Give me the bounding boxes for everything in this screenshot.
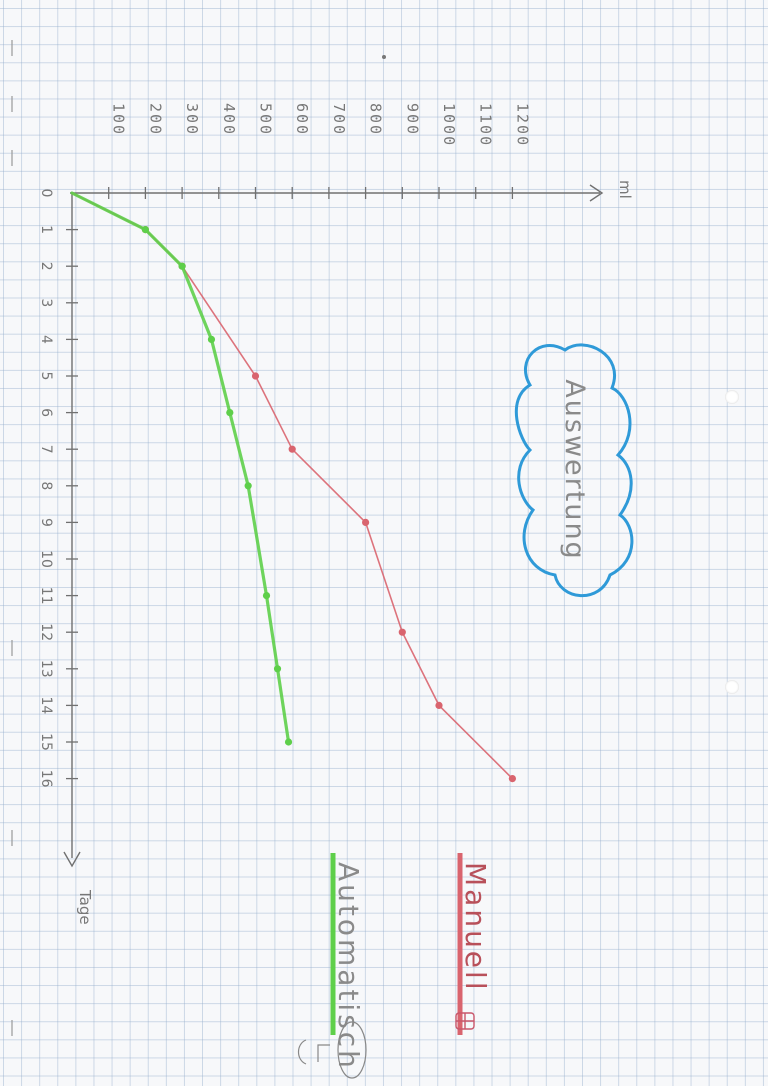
- x-tick-label-15: 15: [38, 733, 54, 751]
- x-tick-label-5: 5: [38, 372, 54, 381]
- legend-label-manuell: Manuell: [459, 862, 492, 993]
- value-ticks: 100 200 300 400 500 600 700 800 900 1000 1100 1200: [108, 103, 531, 199]
- title-cloud: Auswertung: [514, 343, 634, 598]
- y-tick-label-1200: 1200: [513, 103, 531, 147]
- point-manuell-16: [508, 775, 516, 783]
- series-line-manuell: [71, 192, 514, 780]
- y-tick-label-700: 700: [330, 103, 348, 136]
- point-automatisch-15: [284, 738, 293, 746]
- point-automatisch-11: [262, 592, 271, 600]
- point-manuell-12: [398, 628, 406, 636]
- x-tick-label-0: 0: [38, 189, 54, 198]
- y-tick-label-600: 600: [293, 103, 311, 136]
- x-tick-label-6: 6: [38, 408, 54, 417]
- point-automatisch-1: [141, 226, 149, 234]
- pump-sketch-icon: [297, 1021, 367, 1079]
- series-layer: [70, 191, 516, 783]
- x-tick-label-7: 7: [38, 445, 54, 454]
- x-tick-label-13: 13: [38, 660, 54, 678]
- x-tick-label-8: 8: [38, 481, 54, 490]
- x-tick-label-16: 16: [38, 770, 54, 788]
- x-tick-label-4: 4: [38, 335, 54, 344]
- point-automatisch-4: [207, 335, 216, 343]
- binder-hole-middle: [725, 680, 739, 694]
- y-tick-label-200: 200: [146, 103, 164, 136]
- point-automatisch-8: [244, 482, 252, 490]
- y-tick-label-500: 500: [257, 103, 275, 136]
- point-automatisch-6: [226, 409, 234, 417]
- point-manuell-7: [288, 445, 296, 453]
- hand-sketch-icon: [455, 1012, 475, 1030]
- y-tick-label-900: 900: [403, 103, 421, 136]
- point-automatisch-13: [273, 665, 282, 673]
- y-axis-arrow: [63, 851, 81, 868]
- y-tick-label-300: 300: [183, 103, 201, 136]
- x-tick-label-10: 10: [38, 550, 54, 568]
- binder-hole-top: [725, 390, 739, 404]
- y-axis-label: ml: [616, 180, 634, 199]
- y-tick-label-400: 400: [220, 103, 238, 136]
- x-tick-label-9: 9: [38, 518, 54, 527]
- y-tick-label-1100: 1100: [477, 103, 495, 147]
- x-tick-label-14: 14: [38, 696, 54, 714]
- cloud-shape: [514, 343, 634, 598]
- point-manuell-5: [251, 372, 260, 380]
- x-axis-arrow: [589, 184, 604, 202]
- series-line-automatisch: [70, 191, 291, 744]
- x-axis-label: Tage: [76, 889, 94, 925]
- x-tick-label-1: 1: [38, 225, 54, 234]
- legend: Manuell Automatisch: [297, 853, 492, 1079]
- x-tick-label-12: 12: [38, 623, 54, 641]
- x-tick-label-11: 11: [38, 587, 54, 605]
- point-manuell-14: [435, 701, 443, 710]
- y-tick-label-800: 800: [367, 103, 385, 136]
- chart-title: Auswertung: [559, 379, 590, 560]
- axes: [63, 184, 604, 868]
- point-automatisch-2: [178, 262, 186, 270]
- x-tick-label-2: 2: [38, 262, 54, 271]
- y-tick-label-1000: 1000: [440, 103, 458, 147]
- legend-label-automatisch: Automatisch: [332, 862, 365, 1071]
- y-tick-label-100: 100: [110, 103, 128, 136]
- pencil-dot: [382, 55, 386, 59]
- point-manuell-9: [362, 518, 370, 527]
- x-tick-label-3: 3: [38, 298, 54, 307]
